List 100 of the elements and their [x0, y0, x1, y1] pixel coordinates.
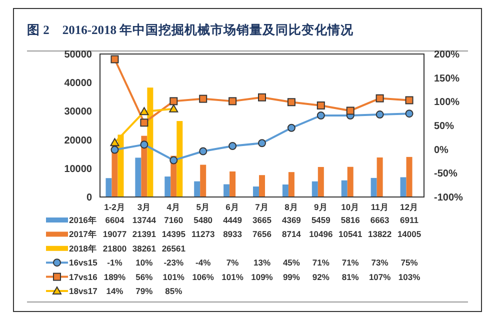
data-label: 4449: [223, 214, 242, 225]
point: [287, 124, 296, 132]
data-label: 103%: [398, 272, 421, 282]
data-label: 92%: [312, 272, 330, 282]
data-label: 5459: [311, 214, 331, 225]
bar: [376, 157, 383, 197]
point: [199, 94, 208, 103]
bar: [406, 156, 412, 197]
data-label: 21391: [132, 229, 156, 240]
point: [258, 139, 266, 148]
point: [258, 93, 266, 102]
y-tick-label: 40000: [64, 78, 92, 90]
data-label: 26561: [162, 243, 186, 254]
y2-tick-label: 100%: [434, 97, 460, 108]
bar: [164, 176, 171, 197]
point: [170, 97, 178, 106]
data-label: 21800: [102, 243, 127, 254]
x-tick-label: 11月: [370, 202, 389, 212]
y2-tick-label: -50%: [434, 168, 458, 180]
data-label: 101%: [162, 272, 185, 282]
y2-tick-label: 150%: [434, 73, 460, 84]
data-label: 13744: [132, 214, 156, 225]
point: [170, 156, 178, 164]
bar: [318, 166, 324, 197]
data-label: 5480: [194, 214, 213, 225]
bar: [341, 180, 348, 197]
data-label: 101%: [222, 272, 244, 282]
bar: [224, 184, 230, 197]
x-tick-label: 3月: [137, 202, 152, 212]
point: [376, 94, 384, 102]
point: [140, 107, 149, 116]
data-label: 4369: [282, 214, 302, 225]
y-tick-label: 20000: [64, 135, 92, 146]
point: [346, 106, 354, 115]
point: [287, 98, 296, 106]
data-label: 13%: [253, 258, 271, 268]
data-label: 14%: [106, 286, 124, 296]
x-tick-label: 9月: [314, 202, 328, 212]
data-label: 107%: [368, 272, 392, 282]
data-label: -4%: [196, 258, 212, 268]
y2-tick-label: 200%: [434, 50, 460, 60]
y2-tick-label: -100%: [434, 192, 464, 204]
point: [316, 111, 325, 120]
data-label: -23%: [164, 258, 184, 268]
data-label: 14005: [397, 229, 422, 240]
point: [110, 138, 120, 146]
x-tick-label: 7月: [255, 202, 269, 212]
data-label: 81%: [342, 272, 360, 282]
x-tick-label: 4月: [166, 202, 181, 212]
data-label: 10%: [136, 258, 154, 268]
data-label: 38261: [132, 243, 156, 254]
data-label: -1%: [107, 258, 123, 268]
data-label: 99%: [282, 272, 300, 282]
point: [405, 110, 414, 118]
x-tick-label: 12月: [400, 202, 419, 212]
legend-label: 17vs16: [69, 272, 98, 282]
point: [110, 146, 119, 154]
bar: [400, 177, 406, 197]
bar: [312, 181, 318, 197]
data-label: 79%: [136, 286, 154, 296]
data-label: 8714: [282, 229, 302, 240]
point: [140, 140, 148, 149]
point: [199, 147, 208, 156]
bar: [176, 121, 183, 197]
chart-title: 图 2 2016-2018 年中国挖掘机械市场销量及同比变化情况: [27, 22, 355, 37]
point: [376, 110, 384, 119]
y-tick-label: 10000: [64, 164, 92, 175]
x-tick-label: 10月: [341, 202, 360, 212]
data-label: 56%: [136, 272, 154, 282]
bar: [135, 158, 142, 197]
bar: [288, 172, 294, 197]
x-tick-label: 8月: [284, 202, 298, 212]
point: [228, 142, 237, 150]
data-label: 109%: [251, 272, 274, 282]
data-label: 6663: [370, 214, 390, 225]
y-tick-label: 30000: [64, 106, 92, 118]
bar: [200, 164, 206, 197]
y-tick-label: 0: [86, 192, 92, 204]
x-tick-label: 5月: [196, 202, 210, 212]
data-label: 73%: [371, 258, 389, 268]
bar: [230, 171, 236, 197]
point: [316, 101, 325, 110]
point: [405, 96, 414, 104]
legend-label: 2016年: [69, 214, 97, 225]
data-label: 6911: [400, 214, 419, 225]
bar: [282, 184, 288, 197]
data-label: 3665: [252, 214, 272, 225]
point: [228, 97, 237, 106]
bar: [370, 178, 377, 197]
data-label: 5816: [340, 214, 360, 225]
data-label: 10496: [309, 229, 333, 240]
data-label: 7%: [226, 258, 240, 268]
legend-label: 2018年: [69, 243, 97, 254]
point: [140, 118, 148, 127]
data-label: 7160: [164, 214, 184, 225]
legend-label: 2017年: [69, 229, 97, 240]
data-label: 6604: [105, 214, 124, 225]
data-label: 85%: [165, 286, 183, 296]
y-tick-label: 50000: [64, 50, 92, 60]
data-label: 8933: [223, 229, 242, 240]
